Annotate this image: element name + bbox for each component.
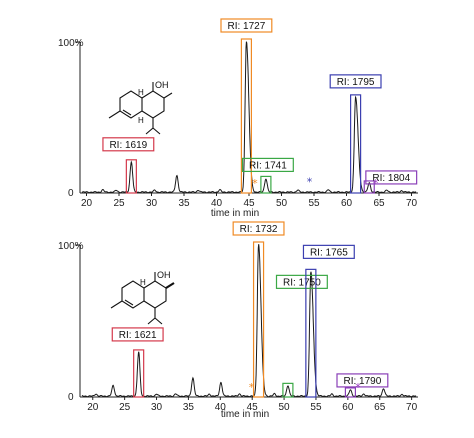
minor-peak-star: * xyxy=(373,177,379,190)
x-tick-label: 55 xyxy=(308,198,320,209)
peak-highlight-box xyxy=(344,387,356,398)
ri-label: RI: 1621 xyxy=(119,330,157,341)
top-peak-boxes: RI: 1619 RI: 1727 RI: 1741 RI: 1795 RI: 1804 xyxy=(102,18,418,194)
top-y-label-100: 100% xyxy=(58,38,84,49)
ri-label: RI: 1765 xyxy=(310,247,348,258)
ri-label: RI: 1750 xyxy=(283,277,321,288)
peak-highlight-box xyxy=(350,94,362,194)
top-chromatogram-panel: 100% 0 20 25 30 35 40 45 50 55 60 65 70 RI: 1619RI… xyxy=(58,18,418,219)
ri-label: RI: 1619 xyxy=(109,140,147,151)
x-tick-label: 65 xyxy=(373,198,385,209)
ri-label-box xyxy=(102,137,155,152)
molecule-structure-bottom: OH H xyxy=(110,270,175,325)
x-tick-label: 20 xyxy=(87,402,99,413)
ri-label: RI: 1727 xyxy=(227,21,265,32)
x-tick-label: 30 xyxy=(151,402,163,413)
molecule-structure-top: OH H H xyxy=(108,80,173,135)
ri-label-box xyxy=(232,221,285,236)
bottom-x-ticks: 20 25 30 35 40 45 50 55 60 65 70 xyxy=(87,397,418,413)
top-minor-peak-stars: * * * xyxy=(252,175,379,190)
minor-peak-star: * xyxy=(249,381,255,394)
x-tick-label: 60 xyxy=(341,198,353,209)
x-tick-label: 45 xyxy=(247,402,259,413)
ri-label-box xyxy=(220,18,273,33)
x-tick-label: 60 xyxy=(342,402,354,413)
x-tick-label: 20 xyxy=(81,198,93,209)
peak-highlight-box xyxy=(252,241,265,398)
ri-label-box xyxy=(275,274,328,289)
x-tick-label: 25 xyxy=(119,402,131,413)
peak-highlight-box xyxy=(125,159,137,194)
x-tick-label: 45 xyxy=(243,198,255,209)
peak-highlight-box xyxy=(240,38,252,194)
bottom-y-label-0: 0 xyxy=(68,392,74,403)
peak-highlight-box xyxy=(363,180,375,194)
peak-highlight-box xyxy=(260,175,272,194)
bottom-chromatogram-panel: 100% 0 20 25 30 35 40 45 50 55 60 65 70 RI: 1621RI… xyxy=(58,221,418,420)
ri-label-box xyxy=(329,74,382,89)
peak-highlight-box xyxy=(282,382,294,398)
top-x-ticks: 20 25 30 35 40 45 50 55 60 65 70 xyxy=(81,193,418,209)
minor-peak-star: * xyxy=(355,381,361,394)
x-tick-label: 35 xyxy=(183,402,195,413)
x-tick-label: 40 xyxy=(211,198,223,209)
x-tick-label: 70 xyxy=(406,402,418,413)
svg-text:H: H xyxy=(138,116,144,125)
x-tick-label: 50 xyxy=(279,402,291,413)
svg-text:H: H xyxy=(138,88,144,97)
top-x-axis-title: time in min xyxy=(211,208,259,219)
ri-label-box xyxy=(365,170,418,185)
bottom-chromatogram-trace xyxy=(81,244,417,398)
ri-label: RI: 1732 xyxy=(240,224,278,235)
x-tick-label: 70 xyxy=(406,198,418,209)
ri-label: RI: 1804 xyxy=(372,173,410,184)
ri-label: RI: 1795 xyxy=(337,77,375,88)
svg-text:OH: OH xyxy=(157,270,171,280)
x-tick-label: 30 xyxy=(146,198,158,209)
minor-peak-star: * xyxy=(307,175,313,188)
x-tick-label: 55 xyxy=(310,402,322,413)
bottom-y-label-100: 100% xyxy=(58,241,84,252)
ri-label: RI: 1741 xyxy=(249,160,287,171)
peak-highlight-box xyxy=(133,349,145,398)
svg-text:H: H xyxy=(140,278,146,287)
x-tick-label: 35 xyxy=(178,198,190,209)
x-tick-label: 25 xyxy=(113,198,125,209)
x-tick-label: 50 xyxy=(276,198,288,209)
top-y-label-0: 0 xyxy=(68,188,74,199)
peak-highlight-box xyxy=(305,268,317,398)
ri-label: RI: 1790 xyxy=(343,376,381,387)
ri-label-box xyxy=(302,244,355,259)
ri-label-box xyxy=(241,157,294,173)
bottom-peak-boxes: RI: 1621 RI: 1732 RI: 1750 RI: 1765 RI: 1790 xyxy=(111,221,389,398)
ri-label-box xyxy=(336,373,389,388)
minor-peak-star: * xyxy=(252,177,258,190)
x-tick-label: 40 xyxy=(215,402,227,413)
bottom-minor-peak-stars: * * xyxy=(249,381,362,394)
bottom-x-axis-title: time in min xyxy=(221,409,269,420)
svg-text:OH: OH xyxy=(155,80,169,90)
x-tick-label: 65 xyxy=(374,402,386,413)
ri-label-box xyxy=(111,327,164,342)
